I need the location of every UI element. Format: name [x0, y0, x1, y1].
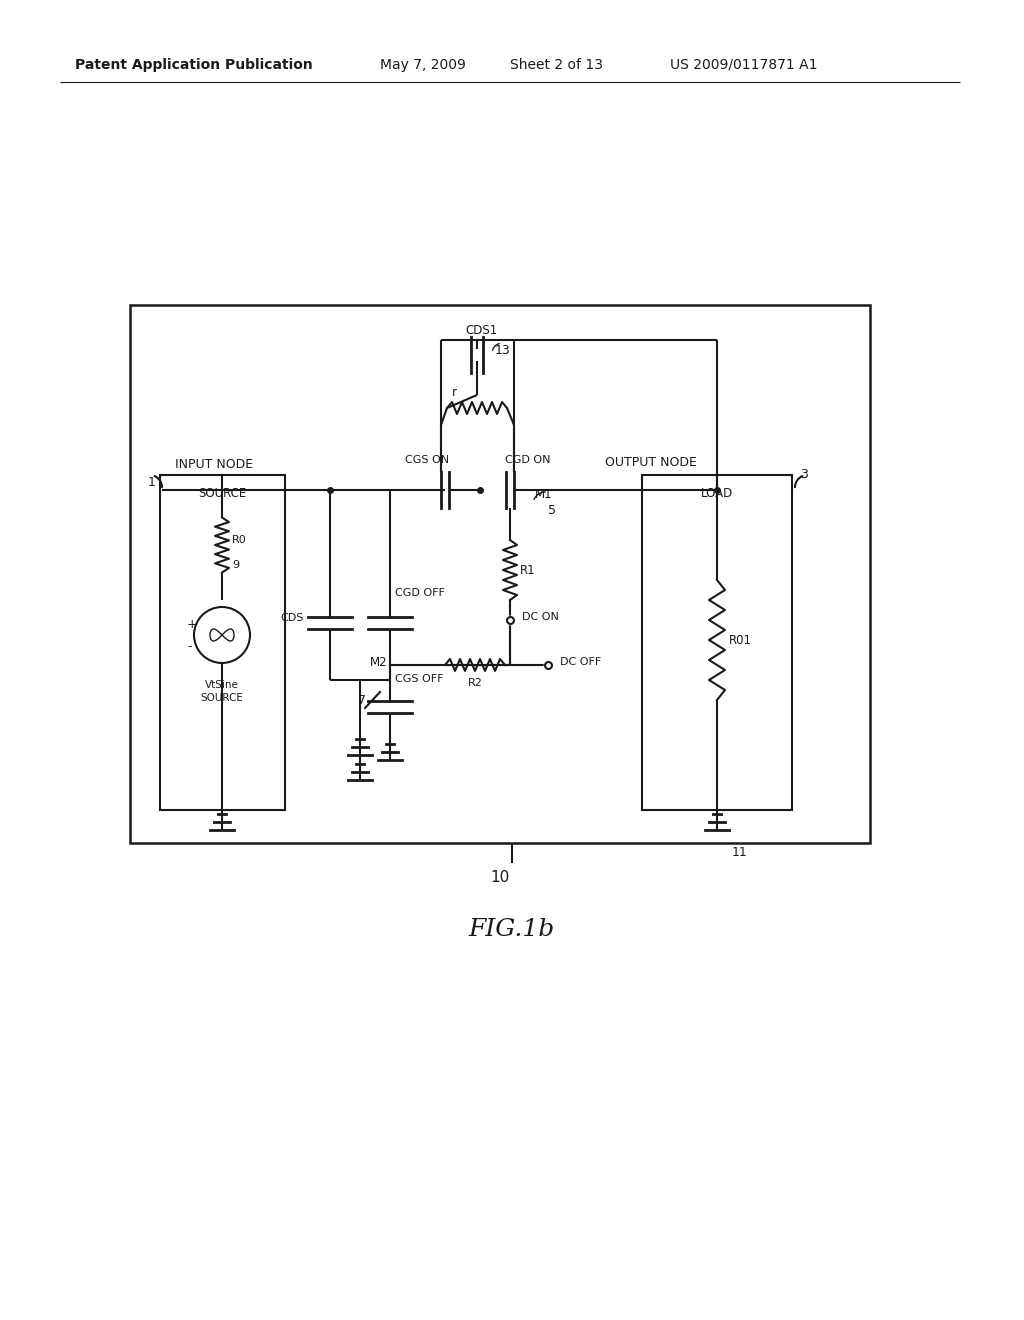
Text: 9: 9: [232, 560, 240, 570]
Text: 10: 10: [490, 870, 510, 886]
Text: M2: M2: [370, 656, 388, 668]
Text: -: -: [187, 640, 191, 653]
Text: CDS1: CDS1: [465, 323, 498, 337]
Text: 3: 3: [800, 469, 808, 482]
Text: 5: 5: [548, 503, 556, 516]
Text: INPUT NODE: INPUT NODE: [175, 458, 253, 471]
Text: CGS OFF: CGS OFF: [395, 675, 443, 684]
Text: R01: R01: [729, 634, 752, 647]
Text: DC ON: DC ON: [522, 612, 559, 622]
Text: US 2009/0117871 A1: US 2009/0117871 A1: [670, 58, 817, 73]
Bar: [160, 475, 285, 810]
Text: May 7, 2009: May 7, 2009: [380, 58, 466, 73]
Text: CDS: CDS: [280, 612, 303, 623]
Text: VtSine: VtSine: [205, 680, 239, 690]
Text: 11: 11: [732, 846, 748, 858]
Bar: [130, 305, 870, 843]
Text: FIG.1b: FIG.1b: [469, 919, 555, 941]
Text: 7: 7: [358, 693, 366, 706]
Text: LOAD: LOAD: [700, 487, 733, 500]
Text: Patent Application Publication: Patent Application Publication: [75, 58, 312, 73]
Bar: [642, 475, 792, 810]
Text: CGS ON: CGS ON: [404, 455, 450, 465]
Text: +: +: [187, 619, 198, 631]
Text: R1: R1: [520, 564, 536, 577]
Text: OUTPUT NODE: OUTPUT NODE: [605, 455, 697, 469]
Text: M1: M1: [535, 488, 553, 502]
Text: CGD ON: CGD ON: [505, 455, 551, 465]
Text: CGD OFF: CGD OFF: [395, 587, 444, 598]
Text: SOURCE: SOURCE: [198, 487, 246, 500]
Text: 13: 13: [495, 343, 511, 356]
Text: Sheet 2 of 13: Sheet 2 of 13: [510, 58, 603, 73]
Text: SOURCE: SOURCE: [201, 693, 244, 704]
Text: 1: 1: [148, 475, 156, 488]
Text: R0: R0: [232, 535, 247, 545]
Text: R2: R2: [468, 678, 482, 688]
Text: DC OFF: DC OFF: [560, 657, 601, 667]
Text: r: r: [452, 387, 457, 400]
